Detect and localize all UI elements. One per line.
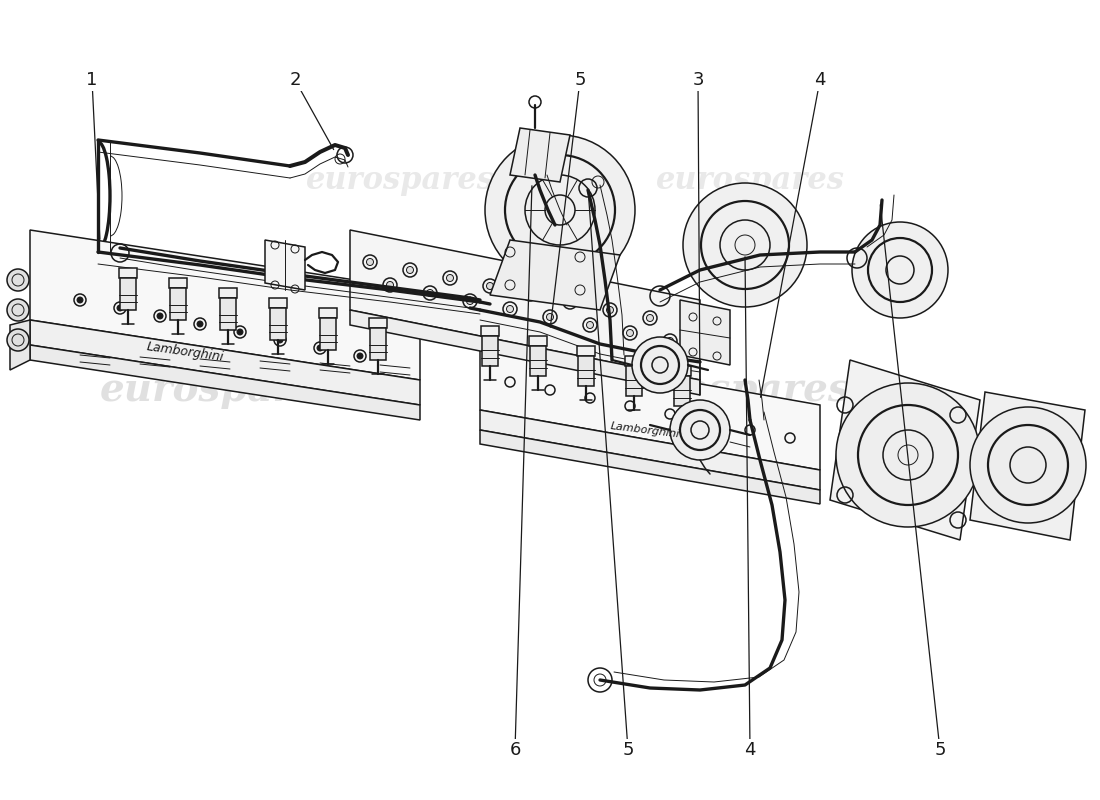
Text: eurospares: eurospares xyxy=(306,165,494,195)
Polygon shape xyxy=(680,300,730,365)
Text: 5: 5 xyxy=(934,741,946,759)
Polygon shape xyxy=(320,318,336,350)
Circle shape xyxy=(7,269,29,291)
Circle shape xyxy=(852,222,948,318)
Text: 6: 6 xyxy=(509,741,520,759)
Polygon shape xyxy=(510,128,570,182)
Circle shape xyxy=(157,313,163,319)
Polygon shape xyxy=(30,345,420,420)
Polygon shape xyxy=(120,278,136,310)
Text: Lamborghini: Lamborghini xyxy=(609,421,680,439)
Polygon shape xyxy=(578,346,595,356)
Polygon shape xyxy=(480,430,820,504)
Polygon shape xyxy=(970,392,1085,540)
Circle shape xyxy=(7,299,29,321)
Polygon shape xyxy=(270,308,286,340)
Text: eurospares: eurospares xyxy=(100,371,340,409)
Text: eurospares: eurospares xyxy=(656,165,845,195)
Polygon shape xyxy=(830,360,980,540)
Circle shape xyxy=(7,329,29,351)
Polygon shape xyxy=(30,320,420,405)
Polygon shape xyxy=(368,318,387,328)
Polygon shape xyxy=(370,328,386,360)
Polygon shape xyxy=(673,366,691,376)
Text: 4: 4 xyxy=(814,71,826,89)
Circle shape xyxy=(407,266,414,274)
Circle shape xyxy=(586,322,594,329)
Polygon shape xyxy=(270,298,287,308)
Polygon shape xyxy=(170,288,186,320)
Polygon shape xyxy=(674,376,690,406)
Circle shape xyxy=(486,282,494,290)
Polygon shape xyxy=(482,336,498,366)
Circle shape xyxy=(117,305,123,311)
Circle shape xyxy=(667,338,673,345)
Circle shape xyxy=(606,306,614,314)
Polygon shape xyxy=(625,356,644,366)
Polygon shape xyxy=(480,410,820,490)
Circle shape xyxy=(236,329,243,335)
Circle shape xyxy=(836,383,980,527)
Circle shape xyxy=(366,258,374,266)
Text: 5: 5 xyxy=(574,71,585,89)
Polygon shape xyxy=(529,336,547,346)
Circle shape xyxy=(527,290,534,298)
Polygon shape xyxy=(169,278,187,288)
Circle shape xyxy=(632,337,688,393)
Text: 2: 2 xyxy=(289,71,300,89)
Text: 3: 3 xyxy=(692,71,704,89)
Circle shape xyxy=(670,400,730,460)
Polygon shape xyxy=(30,230,420,380)
Polygon shape xyxy=(10,320,30,370)
Circle shape xyxy=(506,306,514,313)
Circle shape xyxy=(277,337,283,343)
Circle shape xyxy=(485,135,635,285)
Polygon shape xyxy=(480,345,820,470)
Polygon shape xyxy=(350,230,700,380)
Circle shape xyxy=(647,314,653,322)
Circle shape xyxy=(386,282,394,289)
Circle shape xyxy=(447,274,453,282)
Circle shape xyxy=(547,314,553,321)
Text: Lamborghini: Lamborghini xyxy=(145,340,224,364)
Polygon shape xyxy=(626,366,642,396)
Circle shape xyxy=(970,407,1086,523)
Circle shape xyxy=(427,290,433,297)
Polygon shape xyxy=(530,346,546,376)
Polygon shape xyxy=(490,240,620,310)
Polygon shape xyxy=(219,288,236,298)
Circle shape xyxy=(77,297,82,303)
Text: 1: 1 xyxy=(86,71,98,89)
Circle shape xyxy=(358,353,363,359)
Circle shape xyxy=(627,330,634,337)
Text: 5: 5 xyxy=(623,741,634,759)
Polygon shape xyxy=(265,240,305,290)
Polygon shape xyxy=(578,356,594,386)
Polygon shape xyxy=(350,310,700,395)
Circle shape xyxy=(566,298,573,306)
Polygon shape xyxy=(220,298,236,330)
Polygon shape xyxy=(119,268,138,278)
Polygon shape xyxy=(319,308,337,318)
Circle shape xyxy=(197,321,204,327)
Text: eurospares: eurospares xyxy=(609,371,850,409)
Text: 4: 4 xyxy=(745,741,756,759)
Circle shape xyxy=(466,298,473,305)
Circle shape xyxy=(683,183,807,307)
Polygon shape xyxy=(481,326,499,336)
Circle shape xyxy=(317,345,323,351)
